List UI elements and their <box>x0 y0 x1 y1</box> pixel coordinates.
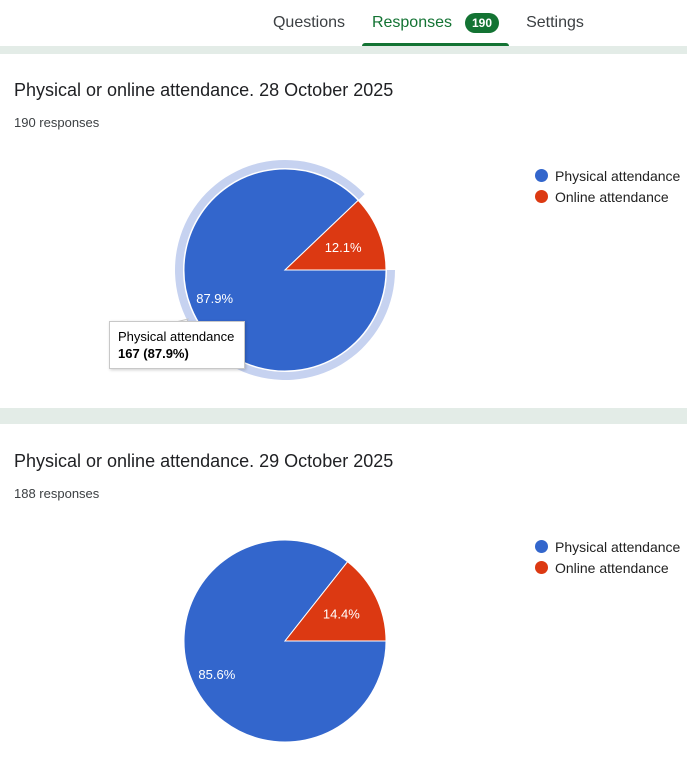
top-nav: Questions Responses 190 Settings <box>0 0 687 46</box>
legend-item-online[interactable]: Online attendance <box>535 557 680 578</box>
legend-label-online: Online attendance <box>555 188 669 205</box>
tab-settings-label: Settings <box>526 14 584 31</box>
tab-questions-label: Questions <box>272 14 346 31</box>
active-tab-indicator <box>362 43 509 46</box>
section-separator <box>0 46 687 54</box>
question-title: Physical or online attendance. 28 Octobe… <box>14 80 394 100</box>
tab-responses-label: Responses <box>371 14 452 31</box>
response-card-2: Physical or online attendance. 29 Octobe… <box>0 424 687 773</box>
legend-swatch-physical <box>535 540 548 553</box>
response-count: 190 responses <box>14 115 100 130</box>
pie-chart-2: 85.6% 14.4% <box>183 539 387 743</box>
legend-item-physical[interactable]: Physical attendance <box>535 165 680 186</box>
legend-label-online: Online attendance <box>555 559 669 576</box>
legend-label-physical: Physical attendance <box>555 538 681 555</box>
response-card-1: Physical or online attendance. 28 Octobe… <box>0 54 687 408</box>
legend-swatch-online <box>535 561 548 574</box>
legend-item-online[interactable]: Online attendance <box>535 186 680 207</box>
pie-chart-1: 87.9% 12.1% <box>174 160 396 380</box>
tooltip-value: 167 (87.9%) <box>118 346 189 361</box>
legend-item-physical[interactable]: Physical attendance <box>535 536 680 557</box>
question-title: Physical or online attendance. 29 Octobe… <box>14 451 394 471</box>
chart-legend: Physical attendance Online attendance <box>535 536 680 578</box>
section-separator <box>0 408 687 424</box>
slice-label-physical: 87.9% <box>196 291 233 306</box>
legend-swatch-online <box>535 190 548 203</box>
tab-responses[interactable]: Responses 190 <box>362 0 509 46</box>
responses-count-badge: 190 <box>465 13 500 33</box>
chart-legend: Physical attendance Online attendance <box>535 165 680 207</box>
slice-label-online: 12.1% <box>325 240 362 255</box>
pie-slice-online[interactable] <box>283 561 387 642</box>
legend-swatch-physical <box>535 169 548 182</box>
tab-settings[interactable]: Settings <box>515 0 595 46</box>
tab-questions[interactable]: Questions <box>262 0 356 46</box>
chart-tooltip: Physical attendance 167 (87.9%) <box>109 321 245 369</box>
slice-label-online: 14.4% <box>323 607 360 622</box>
legend-label-physical: Physical attendance <box>555 167 681 184</box>
response-count: 188 responses <box>14 486 100 501</box>
tooltip-label: Physical attendance <box>118 329 235 344</box>
pie-slice-online[interactable] <box>283 199 387 271</box>
slice-label-physical: 85.6% <box>198 667 235 682</box>
